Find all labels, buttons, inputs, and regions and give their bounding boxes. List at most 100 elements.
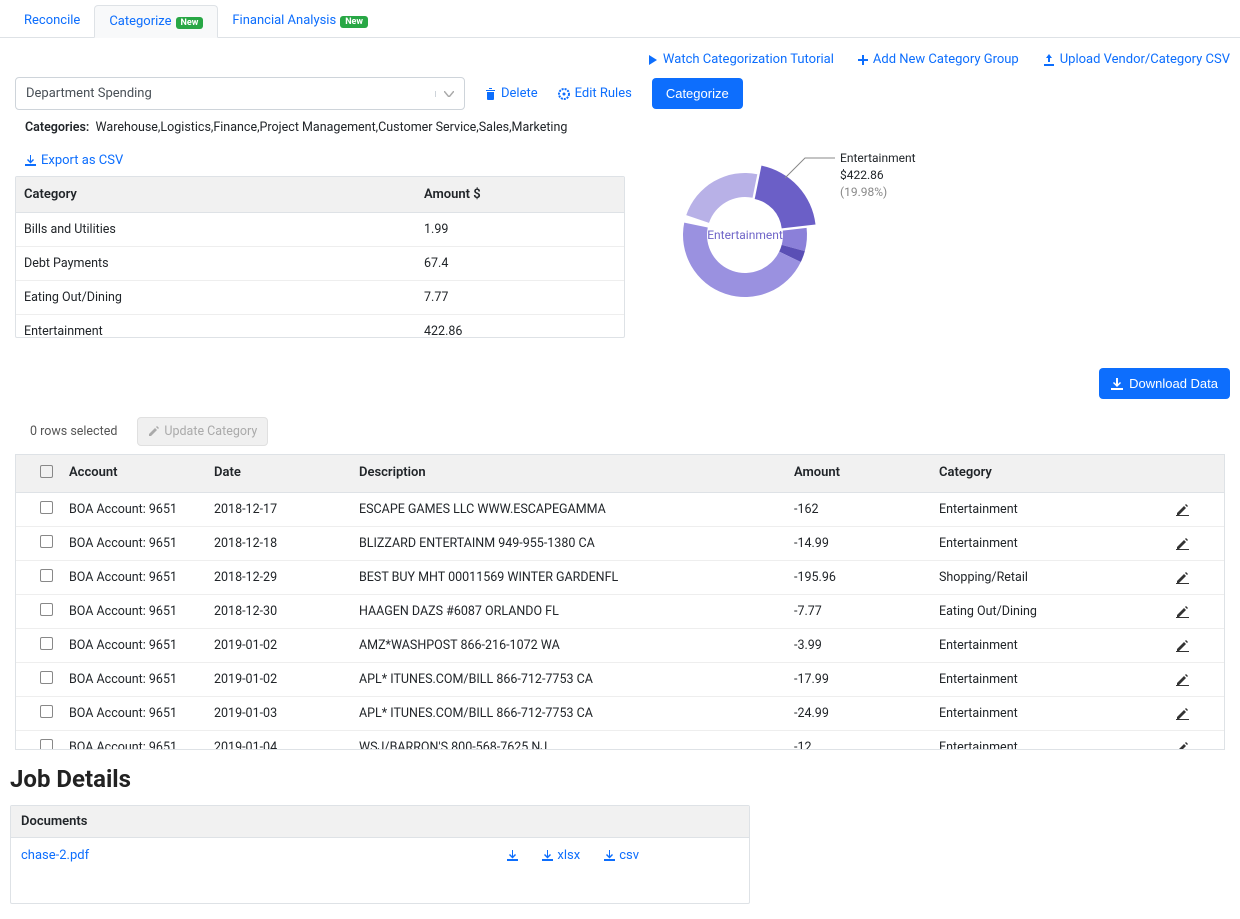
gear-icon (558, 88, 570, 100)
edit-row-icon[interactable] (1176, 673, 1216, 686)
new-badge: New (176, 17, 204, 29)
upload-csv-label: Upload Vendor/Category CSV (1060, 52, 1230, 67)
row-checkbox[interactable] (40, 603, 53, 616)
header-category: Category (24, 187, 424, 202)
edit-row-icon[interactable] (1176, 503, 1216, 516)
category-row[interactable]: Eating Out/Dining7.77 (16, 281, 624, 315)
chevron-down-icon (435, 91, 454, 97)
cell-amount: -7.77 (794, 604, 939, 619)
cell-amount: 1.99 (424, 222, 616, 237)
categorize-button[interactable]: Categorize (652, 78, 743, 109)
cell-category: Entertainment (24, 324, 424, 337)
table-row: BOA Account: 9651 2019-01-03 APL* ITUNES… (16, 697, 1224, 731)
edit-rules-button[interactable]: Edit Rules (558, 86, 632, 101)
cell-category: Entertainment (939, 502, 1176, 517)
update-category-button: Update Category (137, 417, 268, 446)
row-checkbox[interactable] (40, 705, 53, 718)
table-row: BOA Account: 9651 2018-12-29 BEST BUY MH… (16, 561, 1224, 595)
categories-label: Categories: (25, 120, 89, 135)
upload-csv-link[interactable]: Upload Vendor/Category CSV (1043, 52, 1230, 67)
transactions-header: Account Date Description Amount Category (16, 455, 1224, 493)
download-icon (1111, 378, 1123, 390)
cell-category: Debt Payments (24, 256, 424, 271)
category-row[interactable]: Debt Payments67.4 (16, 247, 624, 281)
category-row[interactable]: Bills and Utilities1.99 (16, 213, 624, 247)
callout-line (785, 153, 835, 183)
table-row: BOA Account: 9651 2019-01-02 APL* ITUNES… (16, 663, 1224, 697)
row-checkbox[interactable] (40, 569, 53, 582)
new-badge: New (340, 16, 368, 28)
edit-row-icon[interactable] (1176, 639, 1216, 652)
category-row[interactable]: Entertainment422.86 (16, 315, 624, 337)
edit-row-icon[interactable] (1176, 605, 1216, 618)
cell-category: Entertainment (939, 638, 1176, 653)
row-checkbox[interactable] (40, 501, 53, 514)
cell-date: 2018-12-17 (214, 502, 359, 517)
cell-account: BOA Account: 9651 (69, 502, 214, 517)
cell-amount: 7.77 (424, 290, 616, 305)
table-row: BOA Account: 9651 2019-01-04 WSJ/BARRON'… (16, 731, 1224, 749)
add-category-group-link[interactable]: Add New Category Group (858, 52, 1019, 67)
controls-row: Department Spending Delete Edit Rules Ca… (0, 77, 1240, 110)
cell-amount: -24.99 (794, 706, 939, 721)
export-csv-link[interactable]: Export as CSV (15, 145, 133, 176)
edit-icon (148, 426, 159, 437)
cell-category: Entertainment (939, 740, 1176, 749)
edit-row-icon[interactable] (1176, 571, 1216, 584)
tab-financial-analysis[interactable]: Financial AnalysisNew (218, 5, 382, 37)
download-xlsx-link[interactable]: xlsx (542, 848, 580, 863)
donut-callout: Entertainment $422.86 (19.98%) (840, 150, 916, 200)
download-data-label: Download Data (1129, 376, 1218, 391)
edit-row-icon[interactable] (1176, 537, 1216, 550)
cell-account: BOA Account: 9651 (69, 604, 214, 619)
header-account: Account (69, 465, 214, 482)
cell-amount: 67.4 (424, 256, 616, 271)
row-checkbox[interactable] (40, 739, 53, 749)
selection-bar: 0 rows selected Update Category (0, 409, 1240, 454)
document-row: chase-2.pdf xlsx csv (11, 838, 749, 873)
cell-description: WSJ/BARRON'S 800-568-7625 NJ (359, 740, 794, 749)
tab-reconcile[interactable]: Reconcile (10, 5, 94, 37)
job-details-title: Job Details (10, 765, 1230, 793)
cell-date: 2019-01-02 (214, 638, 359, 653)
cell-account: BOA Account: 9651 (69, 672, 214, 687)
row-checkbox[interactable] (40, 637, 53, 650)
categories-list: Warehouse,Logistics,Finance,Project Mana… (96, 120, 568, 135)
header-amount: Amount (794, 465, 939, 482)
download-pdf-link[interactable] (507, 848, 518, 863)
row-checkbox[interactable] (40, 671, 53, 684)
donut-chart: Entertainment (665, 155, 825, 315)
watch-tutorial-label: Watch Categorization Tutorial (663, 52, 834, 67)
cell-account: BOA Account: 9651 (69, 638, 214, 653)
cell-category: Shopping/Retail (939, 570, 1176, 585)
tab-categorize[interactable]: CategorizeNew (94, 5, 218, 38)
rows-selected-label: 0 rows selected (30, 424, 117, 439)
cell-description: ESCAPE GAMES LLC WWW.ESCAPEGAMMA (359, 502, 794, 517)
delete-button[interactable]: Delete (485, 86, 538, 101)
table-row: BOA Account: 9651 2018-12-18 BLIZZARD EN… (16, 527, 1224, 561)
category-group-select[interactable]: Department Spending (15, 77, 465, 110)
download-csv-link[interactable]: csv (604, 848, 639, 863)
edit-row-icon[interactable] (1176, 741, 1216, 749)
edit-rules-label: Edit Rules (575, 86, 632, 101)
select-all-checkbox[interactable] (40, 465, 53, 478)
add-category-group-label: Add New Category Group (873, 52, 1019, 67)
tab-bar: ReconcileCategorizeNewFinancial Analysis… (0, 5, 1240, 38)
delete-label: Delete (501, 86, 538, 101)
watch-tutorial-link[interactable]: Watch Categorization Tutorial (648, 52, 834, 67)
download-data-button[interactable]: Download Data (1099, 368, 1230, 399)
job-details-section: Job Details Documents chase-2.pdf xlsx c… (0, 750, 1240, 919)
cell-description: BEST BUY MHT 00011569 WINTER GARDENFL (359, 570, 794, 585)
callout-pct: (19.98%) (840, 184, 916, 201)
donut-chart-panel: Entertainment Entertainment $422.86 (19.… (665, 145, 1065, 315)
document-name-link[interactable]: chase-2.pdf (21, 848, 89, 863)
cell-category: Entertainment (939, 706, 1176, 721)
edit-row-icon[interactable] (1176, 707, 1216, 720)
table-row: BOA Account: 9651 2018-12-17 ESCAPE GAME… (16, 493, 1224, 527)
cell-account: BOA Account: 9651 (69, 570, 214, 585)
transactions-table: Account Date Description Amount Category… (15, 454, 1225, 750)
cell-description: APL* ITUNES.COM/BILL 866-712-7753 CA (359, 672, 794, 687)
upload-icon (1043, 54, 1055, 66)
categories-line: Categories: Warehouse,Logistics,Finance,… (0, 110, 1240, 145)
row-checkbox[interactable] (40, 535, 53, 548)
